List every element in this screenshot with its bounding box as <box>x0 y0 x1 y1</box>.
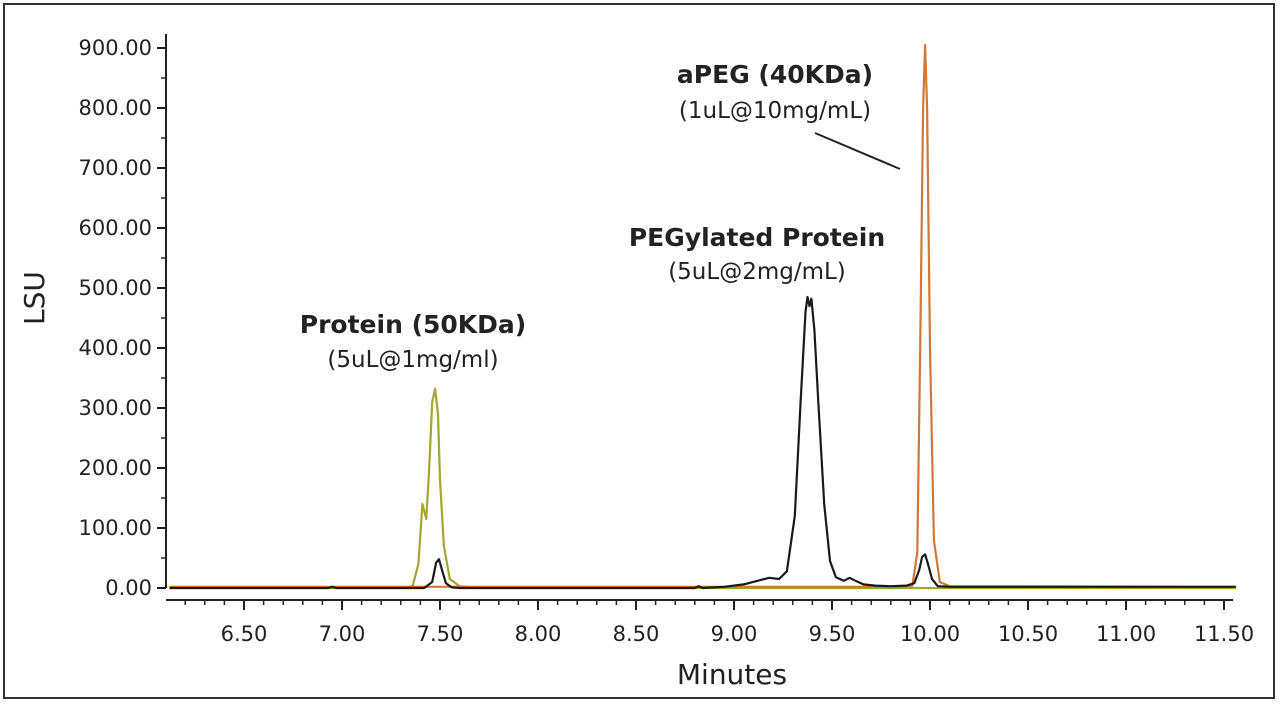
x-tick-label: 9.50 <box>809 622 856 646</box>
y-tick-label: 400.00 <box>79 336 152 360</box>
x-tick-label: 10.00 <box>900 622 960 646</box>
x-tick-label: 7.50 <box>417 622 464 646</box>
x-axis: 6.50 7.00 7.50 8.00 8.50 9.00 9.50 10.00 10.50 11… <box>166 599 1254 646</box>
annotation-apeg-pointer <box>814 132 901 170</box>
y-tick-label: 600.00 <box>79 216 152 240</box>
series-layer <box>169 43 1236 590</box>
annotation-apeg-title: aPEG (40KDa) <box>677 60 873 89</box>
y-tick-label: 500.00 <box>79 276 152 300</box>
annotation-pegylated-subtitle: (5uL@2mg/mL) <box>668 259 846 285</box>
annotation-pegylated-title: PEGylated Protein <box>629 223 885 252</box>
series-line-2 <box>169 43 1236 588</box>
y-axis-title: LSU <box>18 271 51 325</box>
x-tick-label: 10.50 <box>998 622 1058 646</box>
y-tick-label: 100.00 <box>79 516 152 540</box>
annotation-apeg-subtitle: (1uL@10mg/mL) <box>679 98 871 124</box>
series-line-3 <box>169 295 1236 590</box>
x-tick-label: 11.00 <box>1096 622 1156 646</box>
y-tick-label: 200.00 <box>79 456 152 480</box>
x-tick-label: 8.00 <box>515 622 562 646</box>
y-tick-label: 300.00 <box>79 396 152 420</box>
x-tick-label: 9.00 <box>711 622 758 646</box>
series-line-1 <box>169 387 1236 590</box>
x-tick-label: 8.50 <box>613 622 660 646</box>
x-tick-label: 7.00 <box>319 622 366 646</box>
y-tick-label: 800.00 <box>79 96 152 120</box>
annotation-protein-subtitle: (5uL@1mg/ml) <box>327 347 498 373</box>
x-tick-label: 6.50 <box>221 622 268 646</box>
chart-frame <box>3 3 1275 699</box>
y-tick-label: 700.00 <box>79 156 152 180</box>
y-tick-label: 0.00 <box>105 576 152 600</box>
x-tick-label: 11.50 <box>1194 622 1254 646</box>
y-axis: 0.00 100.00 200.00 300.00 400.00 500.00 600.00… <box>79 34 167 600</box>
annotation-protein-title: Protein (50KDa) <box>300 310 526 339</box>
x-axis-title: Minutes <box>677 658 787 691</box>
y-tick-label: 900.00 <box>79 36 152 60</box>
